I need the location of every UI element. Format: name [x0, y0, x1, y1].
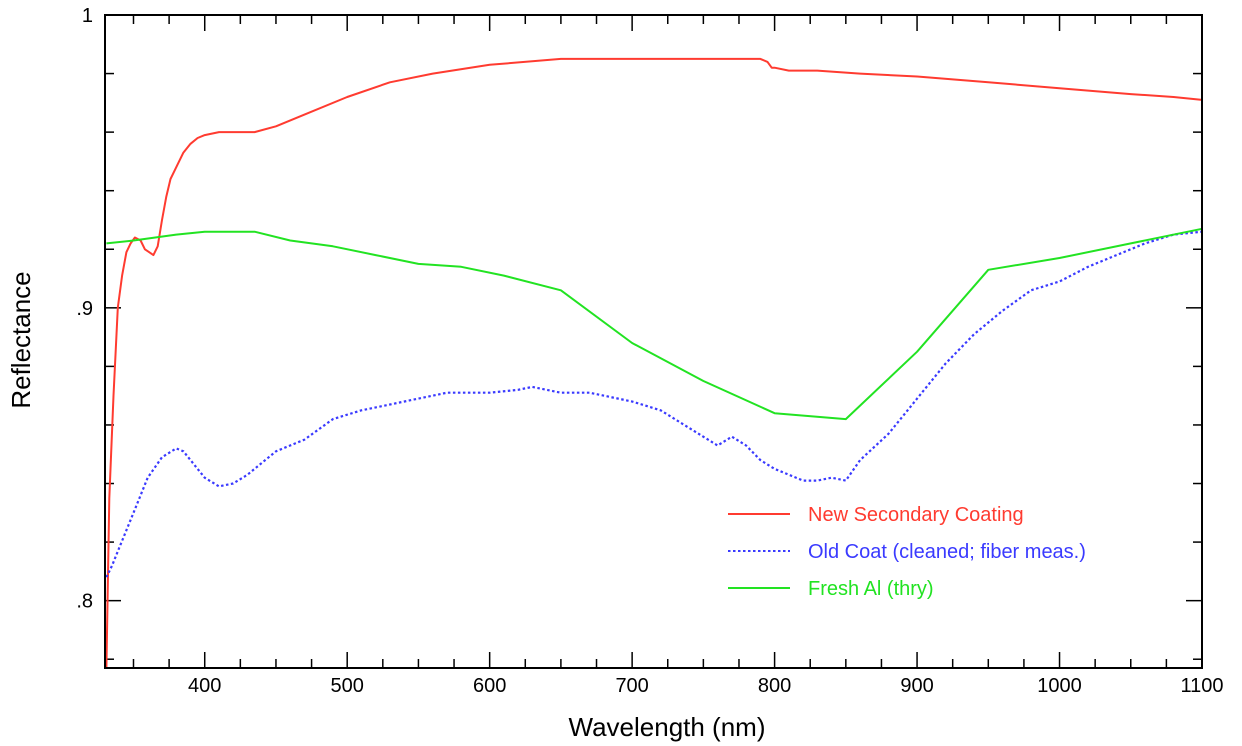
- x-axis-label: Wavelength (nm): [569, 712, 766, 742]
- x-tick-label: 500: [331, 675, 364, 697]
- y-tick-label: 1: [82, 5, 93, 27]
- legend-label-1: New Secondary Coating: [808, 504, 1024, 526]
- legend: New Secondary Coating Old Coat (cleaned; …: [728, 504, 1086, 600]
- plot-frame: [104, 14, 1203, 669]
- x-tick-label: 1100: [1180, 675, 1223, 697]
- series-layer: [105, 57, 1203, 669]
- x-tick-label: 800: [758, 675, 791, 697]
- legend-label-2: Old Coat (cleaned; fiber meas.): [808, 541, 1086, 563]
- x-tick-label: 600: [473, 675, 506, 697]
- x-tick-label: 1000: [1037, 675, 1082, 697]
- series-line-2: [105, 230, 1203, 578]
- y-tick-label: .9: [76, 298, 93, 320]
- series-line-3: [106, 227, 1203, 421]
- x-tick-label: 400: [188, 675, 221, 697]
- y-tick-label: .8: [76, 591, 93, 613]
- x-tick-label: 900: [900, 675, 933, 697]
- ticks-layer: 400 500 600 700 800 900 1000 1100 .8 .9 1: [76, 5, 1223, 697]
- legend-label-3: Fresh Al (thry): [808, 578, 934, 600]
- y-axis-label: Reflectance: [6, 271, 36, 408]
- x-tick-label: 700: [615, 675, 648, 697]
